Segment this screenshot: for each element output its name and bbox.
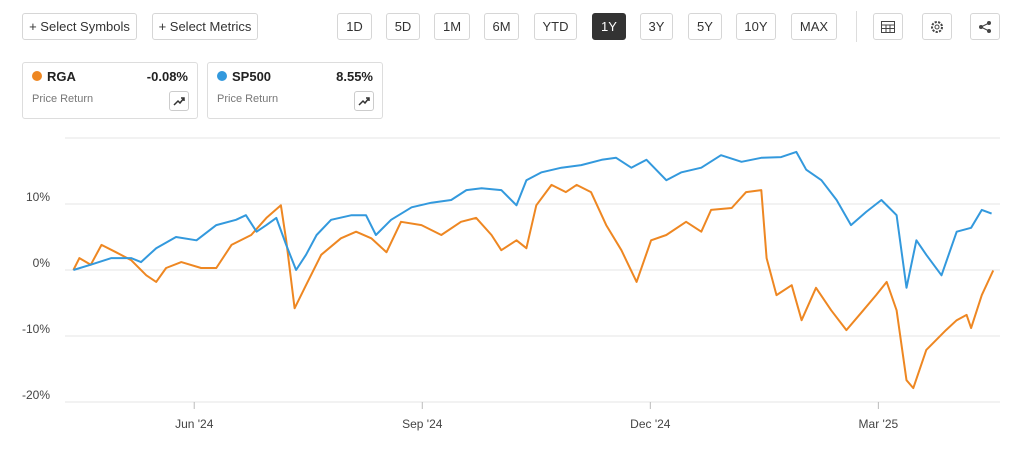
trend-icon — [173, 97, 185, 106]
action-button[interactable]: + Select Symbols — [22, 13, 137, 40]
period-button[interactable]: 1M — [434, 13, 470, 40]
period-button[interactable]: 3Y — [640, 13, 673, 40]
legend-swatch — [217, 71, 227, 81]
trend-icon — [358, 97, 370, 106]
x-tick-label: Sep '24 — [402, 417, 443, 431]
y-tick-label: 10% — [26, 190, 50, 204]
period-button[interactable]: 6M — [484, 13, 519, 40]
y-tick-label: -10% — [22, 322, 50, 336]
legend-name: RGA — [47, 69, 76, 84]
legend-metric: Price Return — [32, 93, 94, 105]
y-tick-label: -20% — [22, 388, 50, 402]
settings-button[interactable] — [922, 13, 952, 40]
legend-card[interactable]: SP500 8.55% Price Return — [207, 62, 383, 119]
chart-type-button[interactable] — [169, 91, 189, 111]
series-line — [73, 150, 992, 289]
series-line — [72, 183, 995, 390]
legend-change: -0.08% — [146, 69, 188, 84]
legend-card[interactable]: RGA -0.08% Price Return — [22, 62, 198, 119]
action-button[interactable]: + Select Metrics — [152, 13, 258, 40]
period-button[interactable]: 5Y — [688, 13, 722, 40]
period-button[interactable]: 1Y — [592, 13, 626, 40]
legend-swatch — [32, 71, 42, 81]
share-button[interactable] — [970, 13, 1000, 40]
gear-icon — [931, 20, 943, 33]
legend-change: 8.55% — [336, 69, 373, 84]
legend-name: SP500 — [232, 69, 272, 84]
separator — [856, 11, 857, 42]
period-button[interactable]: 1D — [337, 13, 372, 40]
x-tick-label: Dec '24 — [630, 417, 671, 431]
y-tick-label: 0% — [33, 256, 51, 270]
table-button[interactable] — [873, 13, 903, 40]
legend-metric: Price Return — [217, 93, 279, 105]
x-tick-label: Mar '25 — [859, 417, 899, 431]
table-icon — [881, 20, 895, 33]
period-button[interactable]: YTD — [534, 13, 577, 40]
chart-type-button[interactable] — [354, 91, 374, 111]
x-tick-label: Jun '24 — [175, 417, 214, 431]
period-button[interactable]: 10Y — [736, 13, 776, 40]
period-button[interactable]: MAX — [791, 13, 837, 40]
share-icon — [979, 20, 991, 33]
period-button[interactable]: 5D — [386, 13, 420, 40]
